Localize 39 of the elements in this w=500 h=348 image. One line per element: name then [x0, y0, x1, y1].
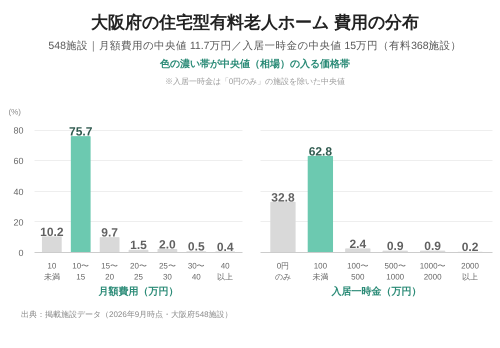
- chart-subtitle: 548施設｜月額費用の中央値 11.7万円／入居一時金の中央値 15万円（有料368施設）: [47, 39, 463, 54]
- data-label: 62.8: [308, 144, 332, 158]
- data-label: 2.0: [159, 237, 176, 252]
- chart-title: 大阪府の住宅型有料老人ホーム 費用の分布: [90, 12, 420, 34]
- x-axis-title: 入居一時金（万円）: [330, 285, 422, 298]
- y-tick-label: 40: [13, 186, 24, 197]
- x-tick-label: 30〜40: [188, 262, 205, 282]
- x-tick-label: 500〜1000: [384, 262, 406, 282]
- data-label: 1.5: [130, 238, 148, 252]
- x-tick-label: 2000以上: [461, 262, 480, 282]
- x-tick-label: 15〜20: [101, 262, 118, 282]
- data-label: 2.4: [349, 236, 366, 251]
- y-axis-title: (%): [8, 108, 22, 116]
- x-tick-label: 10未満: [44, 262, 60, 282]
- data-label: 10.2: [40, 224, 64, 239]
- data-label: 0.2: [462, 240, 479, 254]
- source-note: 出典：掲載施設データ（2026年9月時点・大阪府548施設）: [20, 309, 233, 320]
- x-tick-label: 10〜15: [72, 262, 90, 282]
- data-label: 0.9: [386, 239, 404, 254]
- x-tick-label: 1000〜2000: [420, 262, 446, 282]
- x-tick-label: 25〜30: [158, 262, 176, 282]
- x-tick-label: 0円のみ: [274, 262, 291, 282]
- y-tick-label: 0: [18, 248, 24, 258]
- x-axis-title: 月額費用（万円）: [98, 285, 178, 298]
- data-label: 0.5: [188, 240, 205, 254]
- data-label: 32.8: [271, 190, 295, 204]
- x-tick-label: 100未満: [312, 262, 328, 282]
- y-tick-label: 80: [13, 126, 24, 136]
- x-tick-label: 100〜500: [347, 262, 368, 282]
- data-label: 75.7: [69, 124, 93, 139]
- text: 色の濃い帯が中央値（相場）の入る価格帯: [158, 58, 351, 72]
- data-label: 0.9: [424, 239, 442, 254]
- y-tick-label: 20: [13, 217, 24, 228]
- x-tick-label: 20〜25: [130, 262, 147, 282]
- x-tick-label: 40以上: [217, 262, 234, 282]
- data-label: 9.7: [101, 226, 118, 240]
- y-tick-label: 60: [13, 156, 24, 166]
- text: ※入居一時金は「0円のみ」の施設を除いた中央値: [164, 76, 346, 87]
- data-label: 0.4: [216, 240, 234, 254]
